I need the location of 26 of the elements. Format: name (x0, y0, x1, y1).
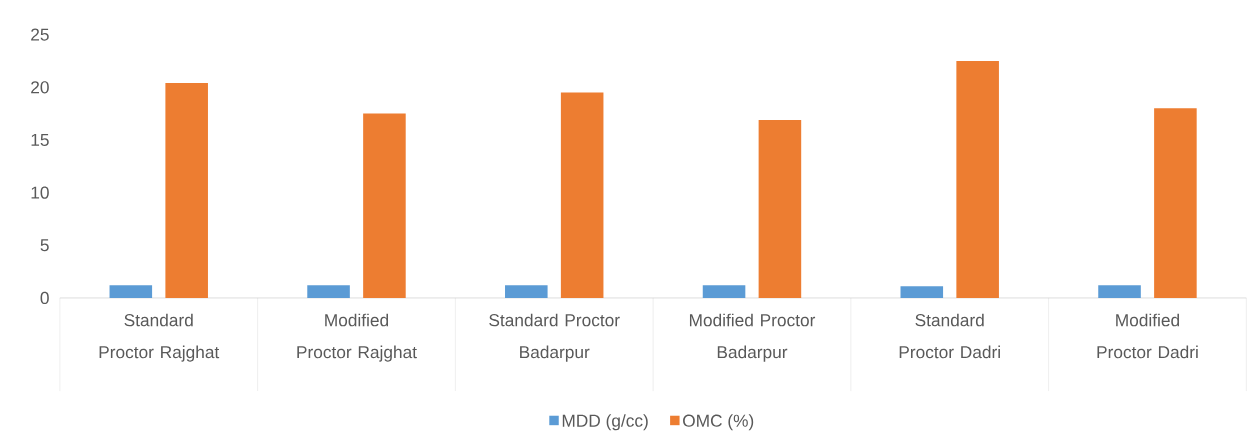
y-tick-label: 15 (31, 134, 49, 147)
x-tick-label: Standard Proctor Dadri (899, 313, 1000, 359)
legend-label: MDD (g/cc) (562, 414, 648, 431)
bar (956, 61, 999, 299)
y-tick-label: 20 (31, 81, 49, 94)
bar (363, 113, 406, 299)
x-tick-label: Standard Proctor Rajghat (99, 313, 220, 362)
bar (165, 83, 208, 299)
y-tick-label: 5 (40, 239, 49, 252)
legend-label: OMC (%) (683, 414, 754, 431)
y-tick-label: 10 (31, 186, 49, 199)
bar (505, 285, 548, 299)
bar (758, 120, 802, 299)
x-tick-label: Modified Proctor Dadri (1097, 313, 1198, 359)
bar (307, 285, 350, 299)
y-tick-label: 25 (31, 28, 49, 41)
bar (900, 286, 944, 299)
x-tick-label: Modified Proctor Badarpur (689, 313, 816, 362)
bar (109, 285, 153, 299)
bar (702, 285, 746, 299)
bar (1098, 285, 1141, 299)
bar (1154, 108, 1197, 299)
x-tick-label: Modified Proctor Rajghat (297, 313, 417, 362)
x-tick-label: Standard Proctor Badarpur (489, 313, 620, 362)
bar (560, 92, 604, 299)
y-tick-label: 0 (40, 292, 49, 305)
